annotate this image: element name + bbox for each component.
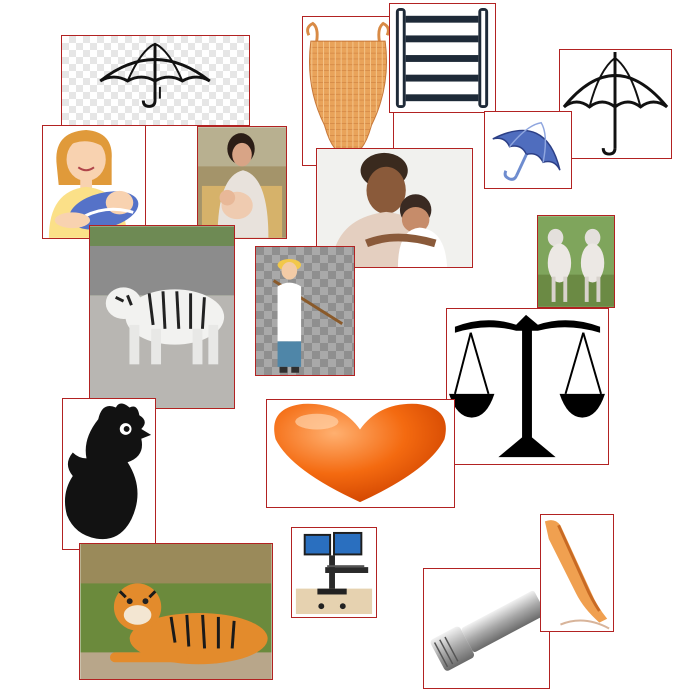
workstation-image: [291, 527, 377, 618]
mother-baby-photo: [317, 149, 472, 267]
heart-image: [266, 399, 455, 508]
umbrella-outline-image: [61, 35, 250, 126]
goats-photo: [538, 216, 614, 307]
white-tiger-image: [89, 225, 235, 409]
ladder-icon: [395, 7, 489, 109]
basket-icon: [306, 21, 390, 158]
heart-icon: [274, 403, 446, 503]
mother-cartoon-image: [42, 125, 146, 239]
scales-image: [446, 308, 609, 465]
mother-baby-illustration: [48, 130, 139, 238]
tiger-photo: [80, 544, 272, 679]
umbrella-icon: [562, 51, 669, 156]
mother-photo-sofa-image: [197, 126, 287, 239]
standing-desk-photo: [292, 528, 376, 617]
wicker-basket-image: [302, 16, 394, 166]
rooster-image: [62, 398, 156, 550]
umbrella-large-image: [559, 49, 672, 159]
tiger-photo: [90, 226, 234, 408]
mother-baby-photo: [198, 127, 286, 238]
ladder-image: [389, 3, 496, 113]
goats-image: [537, 215, 615, 308]
mother-photo-hug-image: [316, 148, 473, 268]
umbrella-icon: [99, 42, 211, 108]
flashlight-photo: [430, 590, 546, 671]
scales-icon: [449, 314, 605, 458]
fabric-photo: [544, 520, 610, 630]
farmer-illustration: [272, 259, 344, 373]
flashlight-image: [423, 568, 550, 689]
orange-cloth-image: [540, 514, 614, 632]
umbrella-icon: [492, 121, 561, 181]
umbrella-blue-image: [484, 111, 572, 189]
rooster-icon: [64, 403, 152, 540]
tiger-image: [79, 543, 273, 680]
farmer-image: [255, 246, 355, 376]
